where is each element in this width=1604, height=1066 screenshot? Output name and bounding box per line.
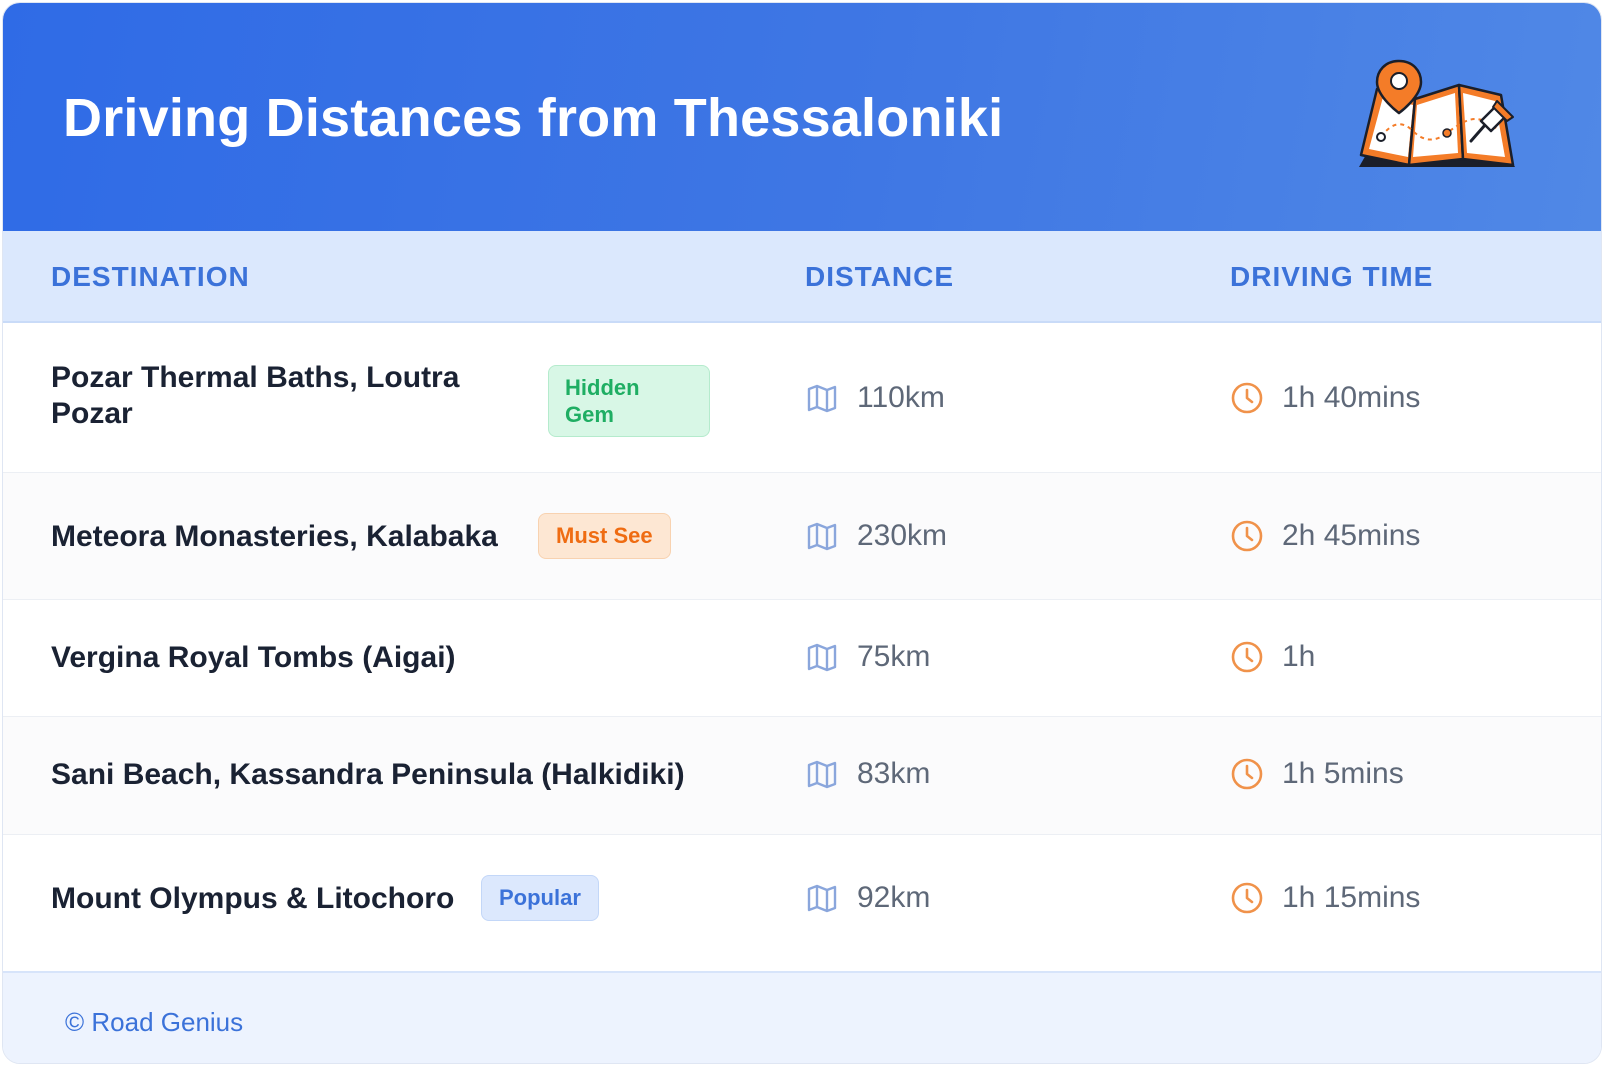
distance-value: 92km xyxy=(857,881,931,914)
column-header-destination: DESTINATION xyxy=(51,261,250,292)
page-title: Driving Distances from Thessaloniki xyxy=(63,88,1004,148)
badge-line1: Hidden xyxy=(565,375,640,400)
clock-icon xyxy=(1231,882,1263,914)
card-header: Driving Distances from Thessaloniki xyxy=(3,3,1601,231)
clock-icon xyxy=(1231,382,1263,414)
table-row: Sani Beach, Kassandra Peninsula (Halkidi… xyxy=(3,717,1601,835)
badge-popular: Popular xyxy=(481,875,599,921)
time-value: 1h 15mins xyxy=(1282,881,1421,914)
time-cell: 1h 40mins xyxy=(1230,381,1420,415)
time-cell: 1h xyxy=(1230,640,1315,674)
destination-name: Mount Olympus & Litochoro xyxy=(51,882,455,915)
column-header-distance: DISTANCE xyxy=(805,261,955,292)
distance-cell: 75km xyxy=(805,640,930,674)
badge-must-see: Must See xyxy=(538,513,671,559)
badge-line2: Gem xyxy=(565,402,614,427)
clock-icon xyxy=(1231,520,1263,552)
distance-cell: 110km xyxy=(805,381,945,415)
distance-value: 230km xyxy=(857,519,948,552)
time-cell: 1h 15mins xyxy=(1230,881,1420,915)
map-icon xyxy=(807,884,837,913)
table-row: Meteora Monasteries, Kalabaka Must See 2… xyxy=(3,473,1601,600)
distance-cell: 230km xyxy=(805,519,947,553)
time-cell: 1h 5mins xyxy=(1230,757,1404,791)
destination-name-line2: Pozar xyxy=(51,397,133,430)
map-pin-illustration xyxy=(1359,59,1515,167)
destination-name: Meteora Monasteries, Kalabaka xyxy=(51,520,498,553)
column-header-driving-time: DRIVING TIME xyxy=(1230,261,1434,292)
distance-value: 110km xyxy=(857,381,945,414)
destination-name: Vergina Royal Tombs (Aigai) xyxy=(51,641,456,674)
copyright-text: © Road Genius xyxy=(65,1007,244,1037)
destination-name: Sani Beach, Kassandra Peninsula (Halkidi… xyxy=(51,758,685,791)
time-value: 1h 40mins xyxy=(1282,381,1421,414)
table-header: DESTINATION DISTANCE DRIVING TIME xyxy=(3,231,1601,323)
time-cell: 2h 45mins xyxy=(1230,519,1420,553)
time-value: 2h 45mins xyxy=(1282,519,1421,552)
clock-icon xyxy=(1231,641,1263,673)
destination-name-line1: Pozar Thermal Baths, Loutra xyxy=(51,361,460,394)
map-icon xyxy=(807,522,837,551)
map-icon xyxy=(807,643,837,672)
distance-value: 83km xyxy=(857,757,931,790)
table-row: Pozar Thermal Baths, Loutra Pozar Hidden… xyxy=(3,323,1601,473)
time-value: 1h 5mins xyxy=(1282,757,1404,790)
badge-hidden-gem: Hidden Gem xyxy=(548,365,710,437)
clock-icon xyxy=(1231,758,1263,790)
table-row: Vergina Royal Tombs (Aigai) 75km 1h xyxy=(3,600,1601,717)
time-value: 1h xyxy=(1282,640,1316,673)
destination-name: Pozar Thermal Baths, Loutra Pozar xyxy=(51,360,459,432)
table-row: Mount Olympus & Litochoro Popular 92km 1… xyxy=(3,835,1601,971)
map-icon xyxy=(807,384,837,413)
distance-cell: 83km xyxy=(805,757,930,791)
distance-value: 75km xyxy=(857,640,931,673)
distance-cell: 92km xyxy=(805,881,930,915)
card-footer: © Road Genius xyxy=(3,971,1601,1063)
map-icon xyxy=(807,760,837,789)
